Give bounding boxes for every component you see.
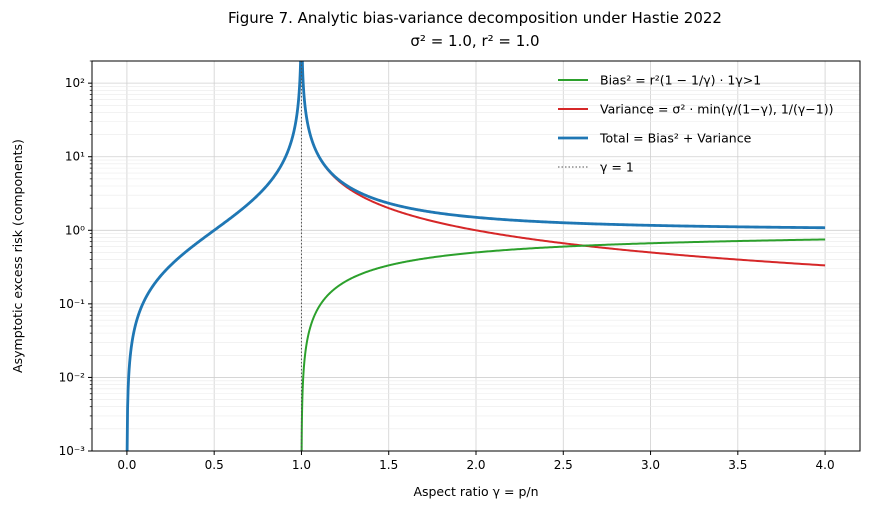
x-tick-label: 2.0	[466, 458, 485, 472]
x-axis: 0.0 0.5 1.0 1.5 2.0 2.5 3.0 3.5 4.0	[117, 451, 835, 472]
series-layer	[125, 61, 826, 451]
x-tick-label: 0.5	[205, 458, 224, 472]
series-bias	[300, 238, 826, 451]
series-total-left	[125, 61, 302, 451]
x-tick-label: 3.0	[641, 458, 660, 472]
x-axis-label: Aspect ratio γ = p/n	[413, 484, 538, 499]
x-tick-label: 1.0	[292, 458, 311, 472]
chart-title: Figure 7. Analytic bias-variance decompo…	[228, 9, 722, 27]
legend-label: Total = Bias² + Variance	[599, 131, 752, 146]
y-tick-label: 10¹	[65, 150, 85, 164]
y-tick-label: 10²	[65, 76, 85, 90]
y-axis-label: Asymptotic excess risk (components)	[10, 139, 25, 373]
x-tick-label: 3.5	[728, 458, 747, 472]
legend: Bias² = r²(1 − 1/γ) · 1γ>1 Variance = σ² …	[558, 73, 833, 175]
legend-label: Bias² = r²(1 − 1/γ) · 1γ>1	[600, 73, 761, 88]
x-tick-label: 1.5	[379, 458, 398, 472]
series-total-right	[300, 61, 826, 230]
y-tick-label: 10⁻²	[59, 370, 86, 384]
y-tick-label: 10⁻¹	[59, 297, 86, 311]
y-axis: 10⁻³ 10⁻² 10⁻¹ 10⁰ 10¹ 10²	[59, 60, 92, 458]
y-tick-label: 10⁰	[65, 223, 85, 237]
y-tick-label: 10⁻³	[59, 444, 86, 458]
chart-subtitle: σ² = 1.0, r² = 1.0	[410, 32, 539, 50]
x-tick-label: 2.5	[554, 458, 573, 472]
legend-label: γ = 1	[600, 160, 634, 175]
legend-label: Variance = σ² · min(γ/(1−γ), 1/(γ−1))	[600, 102, 833, 117]
x-tick-label: 4.0	[816, 458, 835, 472]
x-tick-label: 0.0	[117, 458, 136, 472]
